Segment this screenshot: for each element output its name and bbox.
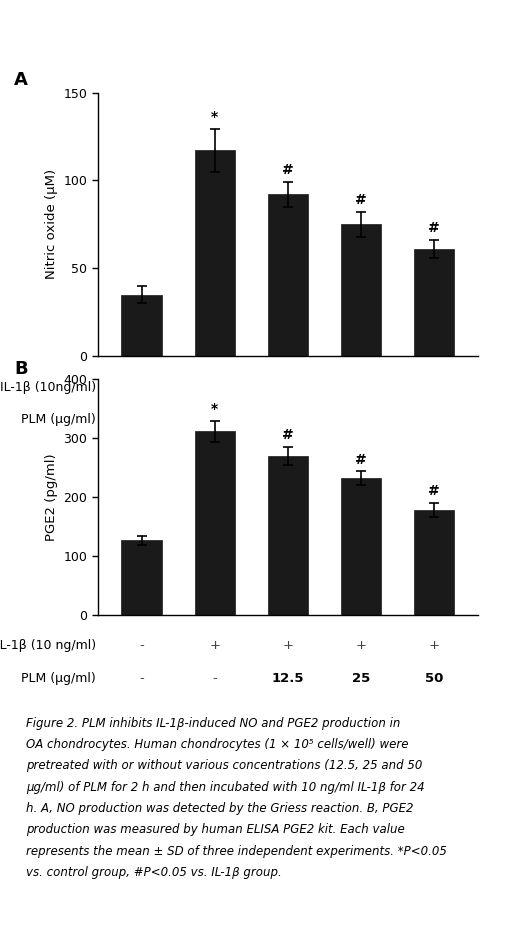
Text: +: + xyxy=(282,639,293,652)
Text: 50: 50 xyxy=(425,672,443,685)
Text: IL-1β (10ng/ml): IL-1β (10ng/ml) xyxy=(0,381,96,394)
Bar xyxy=(341,478,381,615)
Text: -: - xyxy=(139,381,144,394)
Text: *: * xyxy=(211,110,218,124)
Bar xyxy=(414,511,454,615)
Bar xyxy=(195,431,235,615)
Text: pretreated with or without various concentrations (12.5, 25 and 50: pretreated with or without various conce… xyxy=(26,759,422,772)
Text: PLM (μg/ml): PLM (μg/ml) xyxy=(21,672,96,685)
Bar xyxy=(414,249,454,356)
Y-axis label: Nitric oxide (μM): Nitric oxide (μM) xyxy=(45,169,58,279)
Bar xyxy=(121,295,162,356)
Text: -: - xyxy=(139,413,144,426)
Text: #: # xyxy=(428,485,440,499)
Text: μg/ml) of PLM for 2 h and then incubated with 10 ng/ml IL-1β for 24: μg/ml) of PLM for 2 h and then incubated… xyxy=(26,781,425,794)
Text: #: # xyxy=(355,452,367,466)
Text: +: + xyxy=(429,639,439,652)
Text: A: A xyxy=(14,71,28,90)
Text: 25: 25 xyxy=(352,672,370,685)
Bar xyxy=(195,151,235,356)
Y-axis label: PGE2 (pg/ml): PGE2 (pg/ml) xyxy=(45,453,58,541)
Text: 12.5: 12.5 xyxy=(271,672,304,685)
Text: IL-1β (10 ng/ml): IL-1β (10 ng/ml) xyxy=(0,639,96,652)
Text: #: # xyxy=(282,163,293,177)
Text: vs. control group, #P<0.05 vs. IL-1β group.: vs. control group, #P<0.05 vs. IL-1β gro… xyxy=(26,866,282,879)
Text: -: - xyxy=(212,413,217,426)
Bar xyxy=(341,224,381,356)
Text: 50: 50 xyxy=(425,413,443,426)
Text: #: # xyxy=(355,192,367,207)
Text: -: - xyxy=(212,672,217,685)
Text: production was measured by human ELISA PGE2 kit. Each value: production was measured by human ELISA P… xyxy=(26,823,405,836)
Text: +: + xyxy=(356,639,366,652)
Text: -: - xyxy=(139,672,144,685)
Text: Figure 2. PLM inhibits IL-1β-induced NO and PGE2 production in: Figure 2. PLM inhibits IL-1β-induced NO … xyxy=(26,717,400,730)
Bar xyxy=(121,540,162,615)
Text: represents the mean ± SD of three independent experiments. *P<0.05: represents the mean ± SD of three indepe… xyxy=(26,845,447,857)
Text: B: B xyxy=(14,361,28,378)
Text: +: + xyxy=(356,381,366,394)
Text: +: + xyxy=(282,381,293,394)
Text: +: + xyxy=(209,639,220,652)
Text: OA chondrocytes. Human chondrocytes (1 × 10⁵ cells/well) were: OA chondrocytes. Human chondrocytes (1 ×… xyxy=(26,738,408,751)
Bar xyxy=(268,194,308,356)
Text: 25: 25 xyxy=(352,413,370,426)
Text: -: - xyxy=(139,639,144,652)
Text: h. A, NO production was detected by the Griess reaction. B, PGE2: h. A, NO production was detected by the … xyxy=(26,802,413,815)
Text: #: # xyxy=(428,221,440,235)
Text: *: * xyxy=(211,401,218,416)
Text: +: + xyxy=(429,381,439,394)
Text: 12.5: 12.5 xyxy=(271,413,304,426)
Bar xyxy=(268,456,308,615)
Text: PLM (μg/ml): PLM (μg/ml) xyxy=(21,413,96,426)
Text: #: # xyxy=(282,428,293,442)
Text: +: + xyxy=(209,381,220,394)
